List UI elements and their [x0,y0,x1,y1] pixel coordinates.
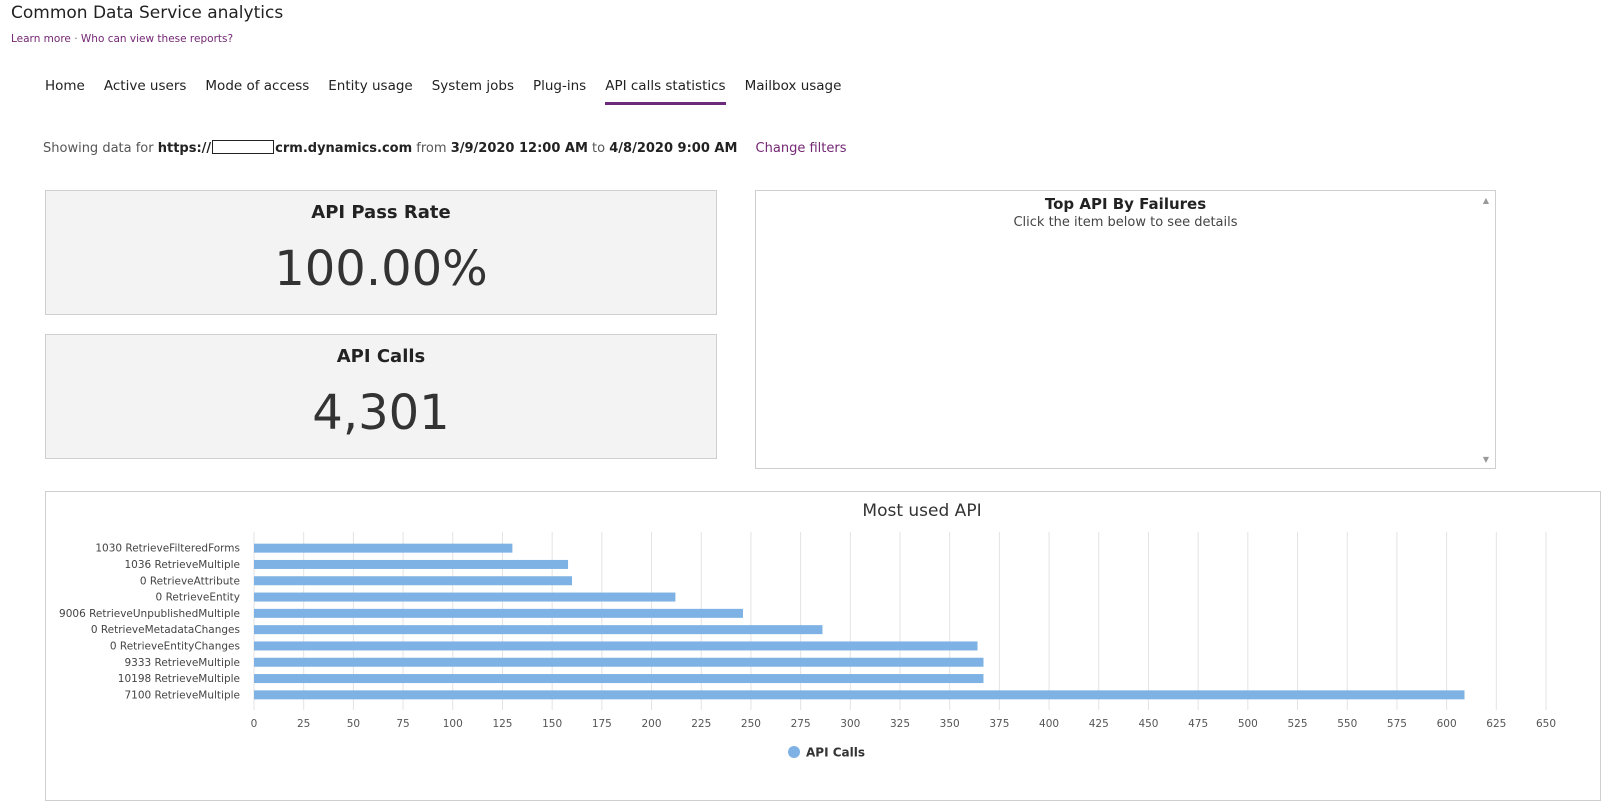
x-tick-label: 425 [1089,718,1109,730]
bar [254,674,984,684]
api-pass-rate-title: API Pass Rate [311,202,451,223]
x-tick-label: 575 [1387,718,1407,730]
tab-home[interactable]: Home [45,78,85,94]
api-pass-rate-card: API Pass Rate 100.00% [45,190,717,315]
filter-from-label: from [416,141,447,156]
x-tick-label: 525 [1288,718,1308,730]
api-calls-value: 4,301 [312,385,450,441]
x-tick-label: 300 [840,718,860,730]
x-tick-label: 500 [1238,718,1258,730]
top-api-failures-title: Top API By Failures [1044,195,1207,213]
x-tick-label: 150 [542,718,562,730]
x-tick-label: 200 [642,718,662,730]
x-tick-label: 325 [890,718,910,730]
api-calls-card: API Calls 4,301 [45,334,717,459]
bar [254,641,978,651]
y-tick-label: 1036 RetrieveMultiple [124,559,240,571]
who-can-view-link[interactable]: Who can view these reports? [80,33,234,45]
y-tick-label: 0 RetrieveAttribute [140,575,240,587]
tab-system-jobs[interactable]: System jobs [431,78,514,94]
tab-mode-of-access[interactable]: Mode of access [205,78,310,94]
api-calls-title: API Calls [336,346,426,367]
x-tick-label: 0 [251,718,258,730]
x-tick-label: 75 [396,718,409,730]
x-tick-label: 125 [492,718,512,730]
x-tick-label: 650 [1536,718,1556,730]
bar [254,690,1465,700]
tab-entity-usage[interactable]: Entity usage [328,78,413,94]
x-tick-label: 225 [691,718,711,730]
x-tick-label: 475 [1188,718,1208,730]
x-tick-label: 175 [592,718,612,730]
x-tick-label: 600 [1437,718,1457,730]
redacted-box [212,140,275,154]
filter-from-date: 3/9/2020 12:00 AM [450,141,588,156]
link-separator: · [74,33,78,45]
bar [254,559,569,569]
most-used-api-chart: Most used API 0 25 50 75 100 125 150 175 200 225 25… [45,491,1601,801]
x-tick-label: 100 [443,718,463,730]
y-tick-label: 9006 RetrieveUnpublishedMultiple [59,608,240,620]
legend-label: API Calls [806,746,865,760]
tab-plug-ins[interactable]: Plug-ins [532,78,587,94]
filter-to-label: to [592,141,606,156]
bar [254,576,573,586]
tab-mailbox-usage[interactable]: Mailbox usage [744,78,842,94]
app-title: Common Data Service analytics [11,3,284,23]
x-tick-label: 50 [347,718,360,730]
top-api-failures-subtitle: Click the item below to see details [1013,215,1238,230]
x-tick-label: 450 [1138,718,1158,730]
scroll-down-arrow-icon[interactable]: ▼ [1482,455,1489,464]
x-tick-label: 275 [791,718,811,730]
x-tick-label: 375 [989,718,1009,730]
filter-url-end: crm.dynamics.com [275,141,413,156]
filter-to-date: 4/8/2020 9:00 AM [609,141,738,156]
tab-active-users[interactable]: Active users [103,78,187,94]
learn-more-link[interactable]: Learn more [11,33,71,45]
filter-summary: Showing data for https:// crm.dynamics.co… [43,140,846,156]
bar [254,592,676,602]
x-tick-label: 550 [1337,718,1357,730]
y-tick-label: 0 RetrieveMetadataChanges [91,624,240,636]
y-tick-label: 9333 RetrieveMultiple [124,657,240,669]
most-used-api-chart-svg: Most used API 0 25 50 75 100 125 150 175 200 225 25… [59,501,1556,760]
bar [254,543,513,553]
y-tick-label: 7100 RetrieveMultiple [124,689,240,701]
y-tick-label: 1030 RetrieveFilteredForms [95,543,240,555]
bar [254,625,823,635]
bar [254,657,984,667]
x-tick-label: 250 [741,718,761,730]
filter-url-start: https:// [157,141,212,156]
x-tick-label: 25 [297,718,310,730]
scroll-up-arrow-icon[interactable]: ▲ [1482,196,1489,205]
x-tick-label: 400 [1039,718,1059,730]
legend-marker [788,746,800,758]
filter-prefix: Showing data for [43,141,154,156]
y-tick-label: 10198 RetrieveMultiple [118,673,240,685]
api-pass-rate-value: 100.00% [274,241,488,297]
change-filters-link[interactable]: Change filters [755,141,847,156]
tab-api-calls-statistics[interactable]: API calls statistics [605,78,726,105]
x-tick-label: 350 [940,718,960,730]
header-links: Learn more · Who can view these reports? [11,33,233,45]
x-tick-label: 625 [1486,718,1506,730]
y-tick-label: 0 RetrieveEntityChanges [110,640,240,652]
y-tick-label: 0 RetrieveEntity [156,592,240,604]
top-api-failures-panel[interactable]: Top API By Failures Click the item below… [755,190,1496,469]
bar [254,608,743,618]
report-tabs: Home Active users Mode of access Entity … [45,78,860,106]
chart-title: Most used API [862,501,981,521]
